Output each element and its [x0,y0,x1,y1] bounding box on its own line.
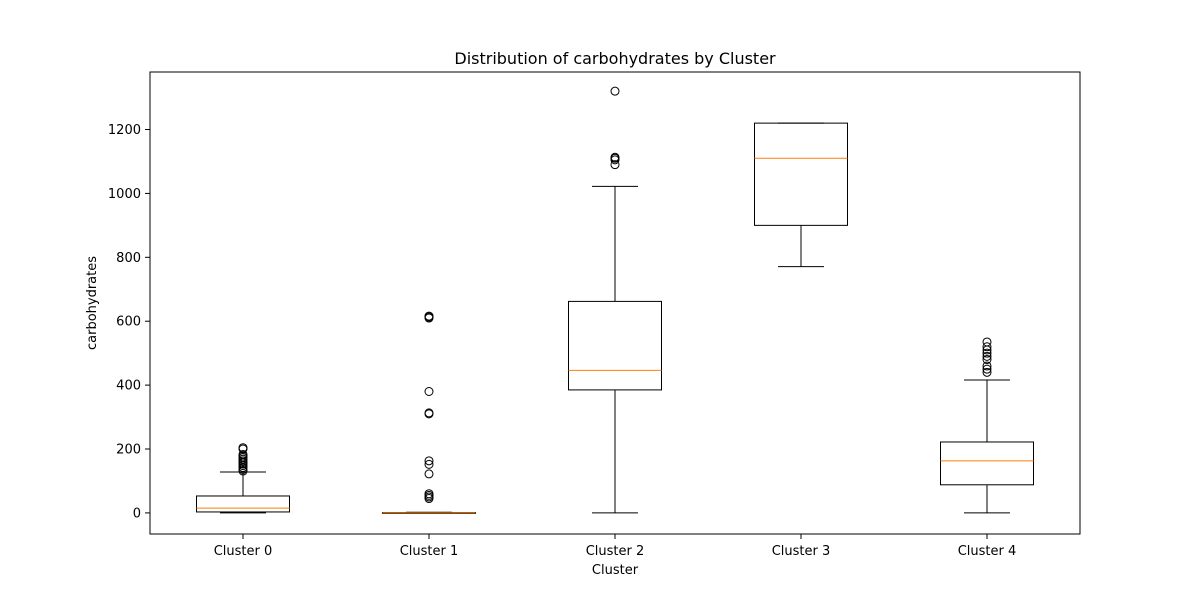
box-group-cluster-0 [196,443,290,514]
outlier-point [238,443,248,453]
box-group-cluster-2 [568,86,662,514]
outlier-point [610,160,620,170]
box-group-cluster-4 [940,337,1034,514]
outlier-point [982,342,992,352]
outlier-point [424,489,434,499]
y-axis-title: carbohydrates [85,256,100,350]
plot-area [196,86,1034,514]
outlier-point [424,456,434,466]
y-tick-label: 200 [116,443,141,458]
x-axis-title: Cluster [592,563,639,578]
box-group-cluster-3 [754,122,848,268]
outlier-point [982,348,992,358]
x-tick-label: Cluster 3 [772,544,831,559]
iqr-box [754,122,848,226]
outlier-point [610,152,620,162]
x-tick-label: Cluster 0 [214,544,273,559]
outlier-point [424,469,434,479]
iqr-box [940,441,1034,486]
outlier-point [982,351,992,361]
outlier-point [238,449,248,459]
y-tick-label: 800 [116,251,141,266]
outlier-point [982,337,992,347]
outlier-point [424,387,434,397]
outlier-point [610,86,620,96]
iqr-box [568,300,662,391]
y-tick-label: 0 [133,506,141,521]
outlier-point [424,408,434,418]
x-tick-label: Cluster 4 [958,544,1017,559]
outlier-point [982,361,992,371]
y-tick-label: 600 [116,315,141,330]
y-tick-label: 1000 [108,187,141,202]
outlier-point [424,311,434,321]
outlier-point [982,367,992,377]
iqr-box [196,495,290,513]
outlier-point [982,355,992,365]
outlier-point [424,459,434,469]
outlier-point [982,364,992,374]
x-tick-label: Cluster 1 [400,544,459,559]
y-tick-label: 400 [116,379,141,394]
x-tick-label: Cluster 2 [586,544,645,559]
chart-title: Distribution of carbohydrates by Cluster [454,49,776,68]
box-group-cluster-1 [382,311,476,514]
y-tick-label: 1200 [108,123,141,138]
